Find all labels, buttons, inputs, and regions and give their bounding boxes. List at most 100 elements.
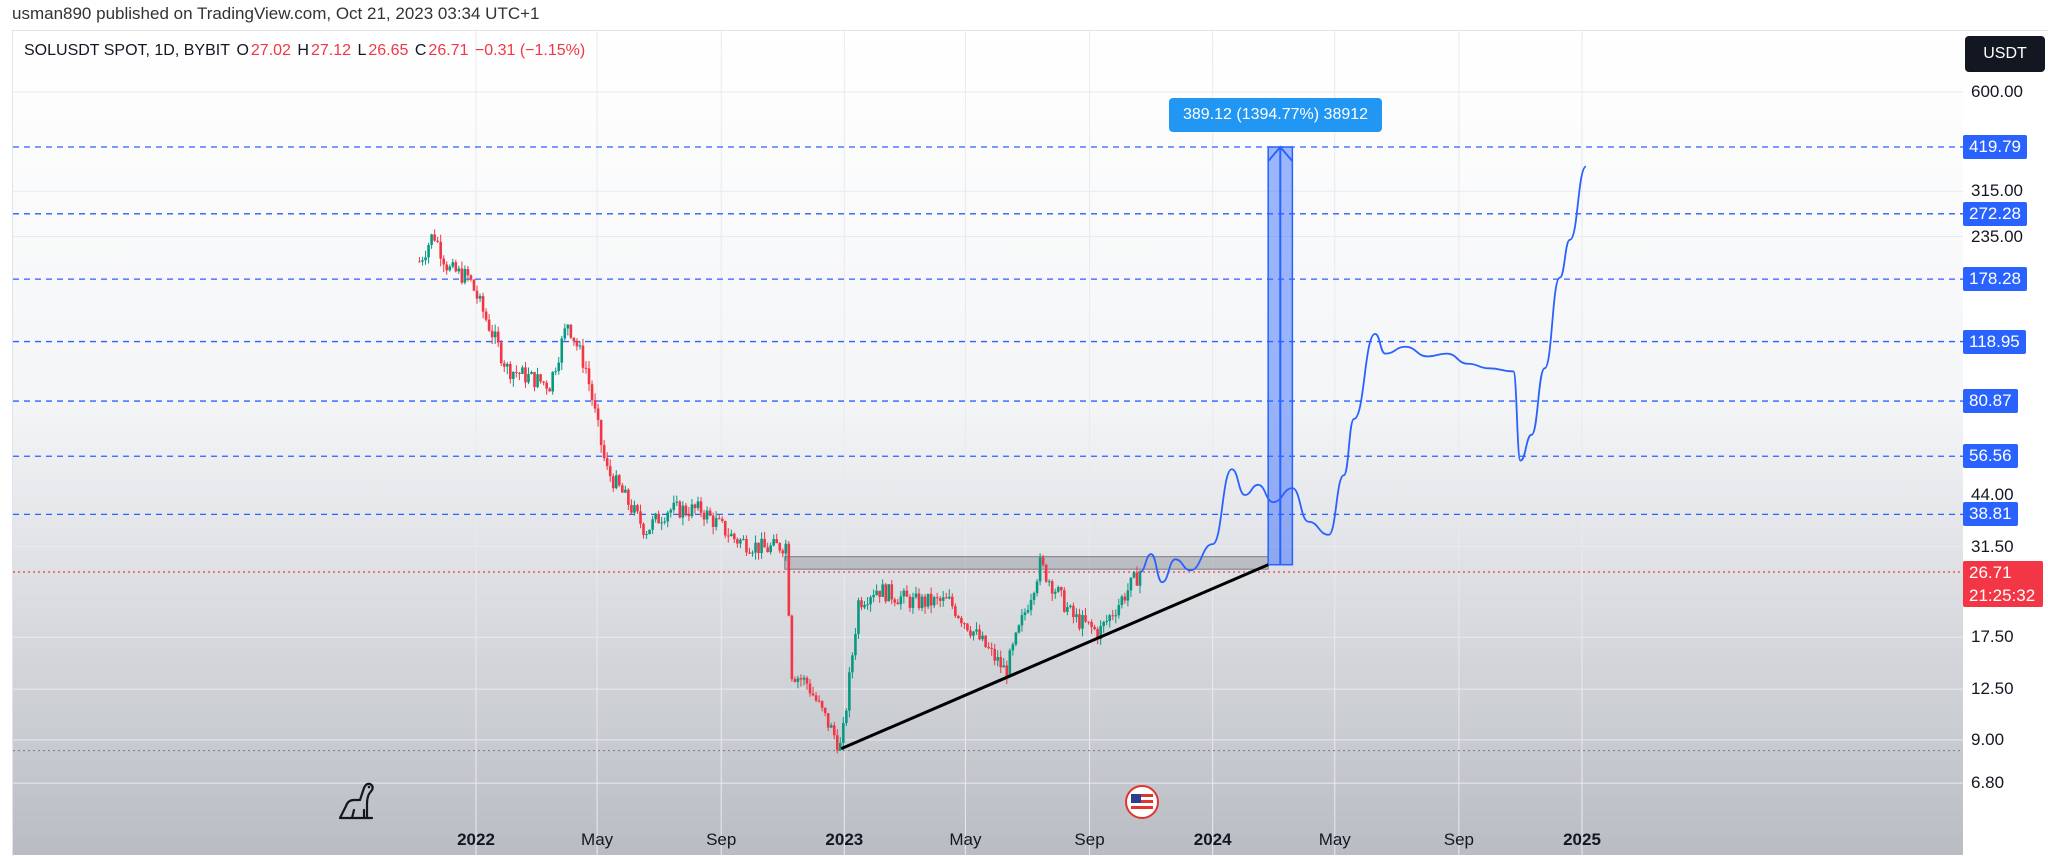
candle-body xyxy=(875,590,878,595)
candle-body xyxy=(951,596,954,607)
candle-body xyxy=(1038,557,1042,582)
candle-body xyxy=(854,634,857,656)
candle-body xyxy=(987,647,990,649)
candle-body xyxy=(978,629,981,640)
candle-body xyxy=(560,338,564,363)
y-tick-label: 235.00 xyxy=(1971,226,2023,246)
candle-body xyxy=(487,319,491,331)
candle-body xyxy=(814,695,818,701)
candle-body xyxy=(457,268,461,272)
candle-body xyxy=(460,268,464,283)
y-tick-label: 315.00 xyxy=(1971,181,2023,201)
candle-body xyxy=(433,234,436,241)
candle-body xyxy=(842,722,845,744)
y-tick-label: 31.50 xyxy=(1971,536,2014,556)
candle-body xyxy=(766,547,769,553)
candle-body xyxy=(838,743,842,751)
candle-body xyxy=(1014,632,1018,645)
candle-body xyxy=(1032,593,1036,600)
candle-body xyxy=(881,584,884,597)
y-tick-label: 6.80 xyxy=(1971,773,2005,793)
candle-body xyxy=(660,522,663,524)
candle-body xyxy=(984,635,987,648)
x-tick-label: Sep xyxy=(1074,830,1105,849)
candle-body xyxy=(1117,605,1121,616)
candle-body xyxy=(1120,596,1124,606)
candle-body xyxy=(947,596,951,599)
candles xyxy=(418,229,1142,754)
candle-body xyxy=(478,296,482,299)
candle-body xyxy=(769,545,772,553)
candle-body xyxy=(436,240,439,242)
candle-body xyxy=(993,648,996,661)
legend-low-label: L xyxy=(357,42,367,59)
projection-path[interactable] xyxy=(1139,165,1587,584)
candle-body xyxy=(596,408,600,421)
candle-body xyxy=(1093,627,1096,630)
candle-body xyxy=(687,513,691,517)
y-tick-label: 9.00 xyxy=(1971,729,2005,749)
y-tick-label: 12.50 xyxy=(1971,679,2014,699)
candle-body xyxy=(723,520,727,536)
candle-body xyxy=(857,600,860,635)
candle-body xyxy=(657,513,660,524)
candle-body xyxy=(917,593,921,609)
candle-body xyxy=(581,345,585,368)
candle-body xyxy=(590,384,594,401)
candle-body xyxy=(754,542,757,553)
candle-body xyxy=(1123,596,1127,601)
candle-body xyxy=(569,324,573,338)
us-flag-icon[interactable] xyxy=(1125,785,1159,819)
candle-body xyxy=(666,512,670,522)
candle-body xyxy=(999,657,1003,668)
candle-body xyxy=(848,672,851,711)
candle-body xyxy=(923,596,927,607)
candle-body xyxy=(451,262,455,267)
legend-low: 26.65 xyxy=(368,42,409,59)
x-tick-label: 2022 xyxy=(457,830,495,849)
candle-body xyxy=(869,597,872,605)
candle-body xyxy=(1005,665,1009,677)
candle-body xyxy=(981,635,984,640)
candle-body xyxy=(902,590,906,597)
candle-body xyxy=(472,279,476,291)
candle-body xyxy=(790,615,794,680)
candle-body xyxy=(448,266,452,271)
candle-body xyxy=(502,363,506,367)
candle-body xyxy=(811,693,815,696)
candle-body xyxy=(1017,625,1021,633)
candle-body xyxy=(566,324,570,329)
measure-label: 389.12 (1394.77%) 38912 xyxy=(1169,98,1383,132)
publish-header: usman890 published on TradingView.com, O… xyxy=(12,4,540,23)
candle-body xyxy=(466,269,470,276)
candle-body xyxy=(463,269,467,283)
candle-body xyxy=(969,630,972,636)
candle-body xyxy=(536,374,539,388)
candle-body xyxy=(1035,581,1039,594)
candle-body xyxy=(551,371,554,392)
currency-button[interactable]: USDT xyxy=(1965,36,2045,72)
x-tick-label: May xyxy=(949,830,982,849)
candle-body xyxy=(690,504,694,517)
candle-body xyxy=(935,597,939,599)
dinosaur-icon[interactable] xyxy=(336,780,376,822)
candle-body xyxy=(533,372,536,388)
candle-body xyxy=(545,382,548,389)
measure-tool[interactable] xyxy=(1267,145,1294,566)
horizontal-levels[interactable] xyxy=(13,146,1963,752)
candle-body xyxy=(1126,590,1130,601)
candle-body xyxy=(1041,557,1045,565)
candle-body xyxy=(793,679,797,682)
candle-body xyxy=(1056,587,1060,592)
candle-body xyxy=(957,616,960,618)
candle-body xyxy=(845,710,848,723)
candle-body xyxy=(614,475,618,489)
candle-body xyxy=(1075,614,1078,618)
candle-body xyxy=(475,290,479,299)
candle-body xyxy=(890,584,894,600)
level-tag: 178.28 xyxy=(1963,267,2027,292)
candle-body xyxy=(442,258,446,265)
trendline[interactable] xyxy=(840,563,1269,751)
candle-body xyxy=(427,244,430,258)
